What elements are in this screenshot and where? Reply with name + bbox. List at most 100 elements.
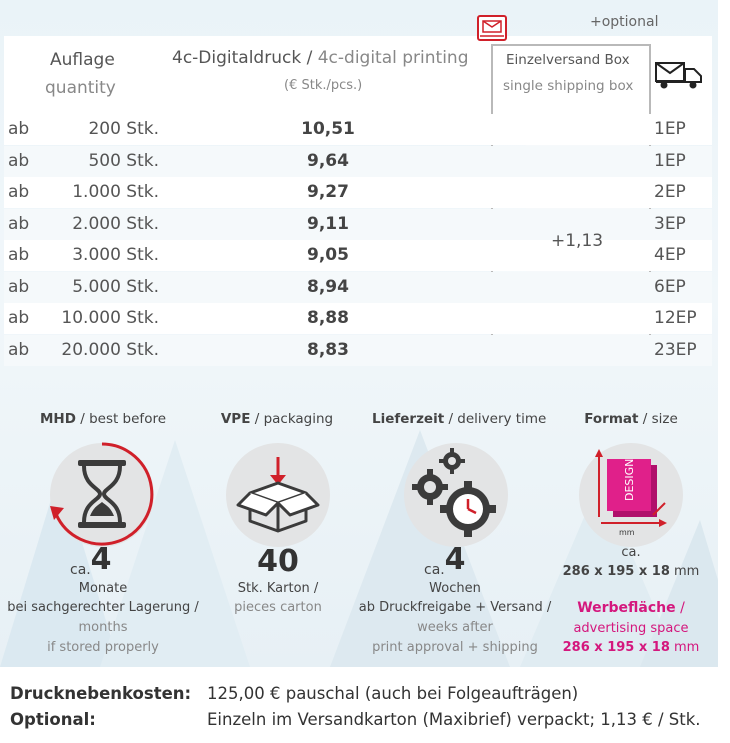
format-size-num: 286 x 195 x 18	[562, 564, 670, 579]
delivery-title-bold: Lieferzeit	[372, 411, 445, 427]
delivery-ca: ca.	[424, 562, 445, 578]
header-print-de: 4c-Digitaldruck	[172, 48, 302, 68]
row-price: 9,05	[307, 245, 349, 265]
table-row: ab 2.000 Stk. 9,11 3EP	[4, 208, 712, 240]
row-price: 9,27	[307, 182, 349, 202]
delivery-title-rest: / delivery time	[444, 411, 547, 427]
table-row: ab 500 Stk. 9,64 1EP	[4, 145, 712, 177]
gears-clock-icon	[412, 448, 496, 537]
format-size: 286 x 195 x 18 mm	[556, 564, 706, 579]
ad-size-num: 286 x 195 x 18	[562, 640, 670, 655]
row-quantity: 20.000 Stk.	[61, 339, 159, 360]
format-title: Format / size	[566, 411, 696, 427]
mhd-title: MHD / best before	[38, 411, 168, 427]
header-quantity-de: Auflage	[50, 50, 115, 70]
mhd-line1: bei sachgerechter Lagerung /	[7, 600, 199, 615]
header-print-sep: /	[301, 48, 318, 68]
row-quantity: 500 Stk.	[88, 150, 159, 171]
delivery-title: Lieferzeit / delivery time	[372, 411, 546, 427]
header-print-en: 4c-digital printing	[317, 48, 469, 68]
header-box-en: single shipping box	[503, 78, 634, 94]
optional-label: +optional	[590, 14, 659, 30]
row-ep: 12EP	[654, 308, 697, 328]
mhd-title-rest: / best before	[75, 411, 167, 427]
ad-space-de: Werbefläche	[577, 600, 676, 616]
format-title-bold: Format	[584, 411, 639, 427]
box-surcharge: +1,13	[551, 231, 604, 251]
vpe-value: 40	[257, 544, 299, 579]
row-price: 9,64	[307, 150, 349, 171]
ad-space-sep: /	[675, 600, 685, 616]
vpe-title-bold: VPE	[220, 411, 251, 427]
row-price: 10,51	[301, 119, 355, 139]
delivery-line1: ab Druckfreigabe + Versand /	[358, 600, 552, 615]
mhd-line2: months	[78, 620, 128, 635]
row-quantity: 5.000 Stk.	[72, 276, 159, 297]
row-quantity: 200 Stk.	[88, 119, 159, 139]
format-ca: ca.	[621, 545, 641, 560]
row-quantity: 3.000 Stk.	[72, 245, 159, 265]
mhd-ca: ca.	[70, 562, 91, 578]
row-ep: 6EP	[654, 276, 686, 297]
mhd-unit: Monate	[78, 581, 128, 596]
row-price: 8,83	[307, 339, 349, 360]
mhd-value: 4	[90, 542, 112, 577]
vpe-line2: pieces carton	[234, 600, 322, 615]
format-size-unit: mm	[669, 564, 700, 579]
row-prefix: ab	[8, 213, 30, 234]
vpe-title-rest: / packaging	[250, 411, 334, 427]
table-header	[4, 36, 712, 114]
footer-label-extra-costs: Drucknebenkosten:	[10, 684, 192, 703]
header-print: 4c-Digitaldruck / 4c-digital printing	[172, 48, 469, 68]
row-quantity: 10.000 Stk.	[61, 308, 159, 328]
table-row: ab 200 Stk. 10,51 1EP	[4, 114, 712, 145]
row-prefix: ab	[8, 182, 30, 202]
vpe-line1: Stk. Karton /	[237, 581, 319, 596]
row-ep: 23EP	[654, 339, 697, 360]
vpe-title: VPE / packaging	[212, 411, 342, 427]
hourglass-icon	[50, 442, 154, 546]
mhd-line3: if stored properly	[47, 640, 159, 655]
row-ep: 4EP	[654, 245, 686, 265]
footer-value-optional: Einzeln im Versandkarton (Maxibrief) ver…	[207, 710, 701, 729]
format-icon-unit: mm	[619, 528, 635, 537]
table-row: ab 3.000 Stk. 9,05 4EP	[4, 240, 712, 271]
format-size-icon: DESIGN mm	[595, 449, 667, 537]
delivery-value: 4	[444, 542, 466, 577]
row-prefix: ab	[8, 119, 30, 139]
footer-label-optional: Optional:	[10, 710, 96, 729]
ad-space-size: 286 x 195 x 18 mm	[556, 640, 706, 655]
table-row: ab 10.000 Stk. 8,88 12EP	[4, 303, 712, 334]
delivery-line2: weeks after	[417, 620, 493, 635]
table-row: ab 5.000 Stk. 8,94 6EP	[4, 271, 712, 303]
envelope-laptop-icon	[477, 15, 507, 41]
row-ep: 3EP	[654, 213, 686, 234]
row-quantity: 1.000 Stk.	[72, 182, 159, 202]
ad-space-en: advertising space	[573, 621, 689, 636]
delivery-line3: print approval + shipping	[372, 640, 538, 655]
table-row: ab 1.000 Stk. 9,27 2EP	[4, 177, 712, 208]
header-box-de: Einzelversand Box	[506, 52, 630, 68]
box-packaging-icon	[236, 457, 320, 533]
row-prefix: ab	[8, 150, 30, 171]
row-prefix: ab	[8, 339, 30, 360]
format-title-rest: / size	[638, 411, 678, 427]
row-ep: 1EP	[654, 150, 686, 171]
table-row: ab 20.000 Stk. 8,83 23EP	[4, 334, 712, 366]
row-prefix: ab	[8, 308, 30, 328]
row-prefix: ab	[8, 245, 30, 265]
header-unit: (€ Stk./pcs.)	[284, 78, 363, 93]
snowy-trees-background	[0, 430, 718, 667]
row-ep: 2EP	[654, 182, 686, 202]
row-quantity: 2.000 Stk.	[72, 213, 159, 234]
row-ep: 1EP	[654, 119, 686, 139]
format-icon-text: DESIGN	[623, 459, 636, 501]
row-price: 9,11	[307, 213, 349, 234]
row-price: 8,94	[307, 276, 349, 297]
ad-space-title: Werbefläche /	[556, 600, 706, 616]
truck-envelope-icon	[655, 62, 702, 89]
footer-value-extra-costs: 125,00 € pauschal (auch bei Folgeaufträg…	[207, 684, 579, 703]
row-price: 8,88	[307, 308, 349, 328]
mhd-title-bold: MHD	[39, 411, 76, 427]
header-quantity-en: quantity	[45, 78, 116, 98]
